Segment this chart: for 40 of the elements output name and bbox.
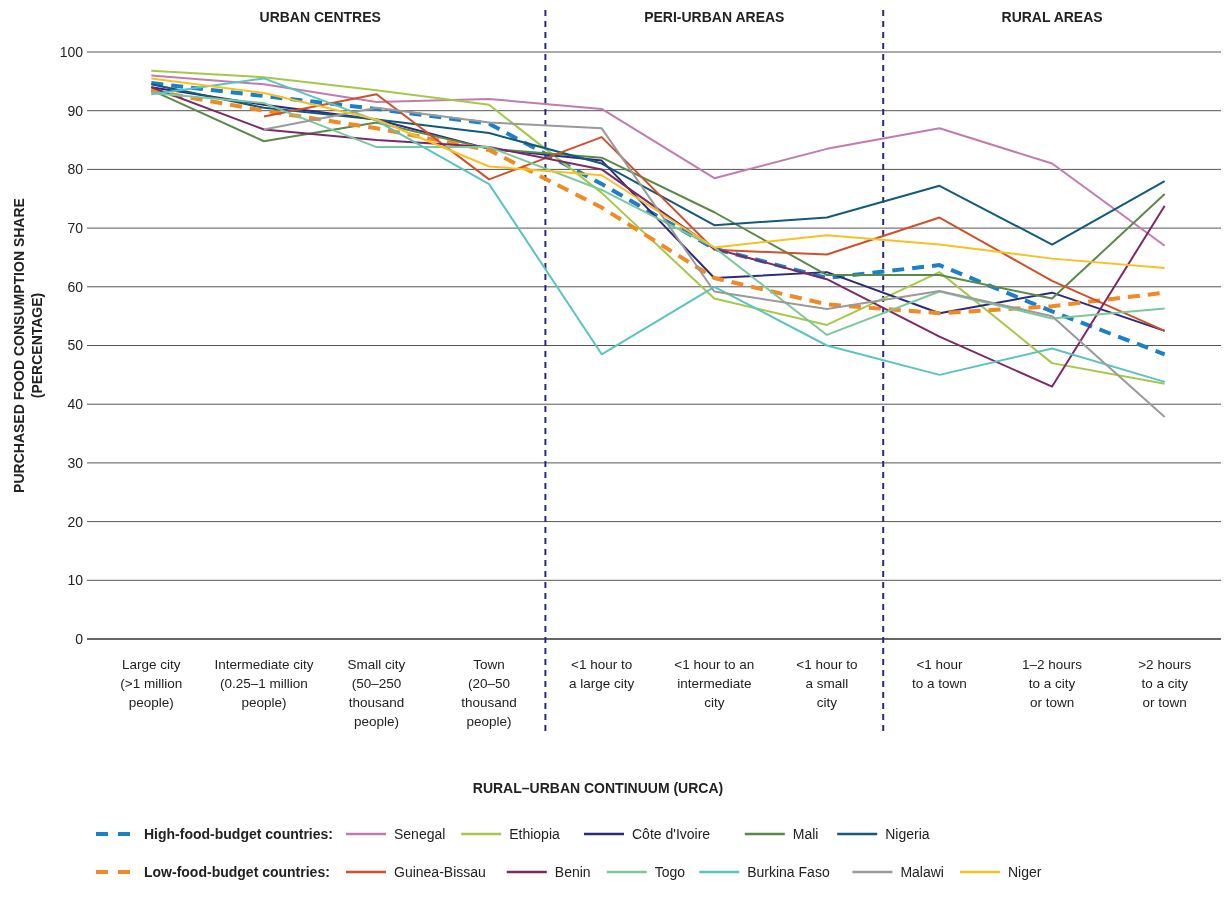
legend-label: Burkina Faso: [747, 863, 830, 880]
y-axis-title: PURCHASED FOOD CONSUMPTION SHARE (PERCENTAGE): [11, 198, 45, 493]
legend-label: Malawi: [900, 863, 944, 880]
y-tick-label: 70: [67, 220, 84, 236]
y-tick-label: 100: [59, 43, 84, 60]
legend-label: Côte d'Ivoire: [632, 825, 711, 842]
legend-label: Guinea-Bissau: [394, 863, 486, 880]
legend-label: Togo: [654, 863, 686, 880]
y-tick-label: 40: [67, 396, 84, 413]
x-tick-label: <1 hour to a small city: [796, 657, 858, 710]
y-tick-label: 80: [67, 161, 84, 178]
x-tick-label: Intermediate city (0.25–1 million people): [214, 657, 314, 710]
y-tick-label: 50: [67, 337, 84, 354]
text: URBAN CENTRES: [259, 9, 381, 25]
legend-label: Niger: [1008, 863, 1042, 880]
line-series: [262, 106, 1166, 419]
x-tick-label: Large city (>1 million people): [120, 657, 183, 710]
legend-label: Ethiopia: [509, 825, 561, 842]
y-tick-label: 90: [67, 102, 84, 119]
legend-label: Mali: [792, 825, 819, 842]
x-tick-label: Small city (50–250 thousand people): [347, 657, 406, 729]
y-tick-label: 20: [67, 513, 84, 530]
x-tick-label: >2 hours to a city or town: [1138, 657, 1192, 710]
legend-label: High-food-budget countries:: [144, 825, 333, 842]
legend-label: Low-food-budget countries:: [144, 863, 330, 880]
y-tick-label: 60: [67, 278, 84, 295]
x-tick-label: <1 hour to an intermediate city: [674, 657, 755, 710]
legend-label: Senegal: [394, 825, 446, 842]
text: PERI-URBAN AREAS: [644, 9, 785, 25]
x-axis-title: RURAL–URBAN CONTINUUM (URCA): [472, 780, 724, 796]
x-tick-label: Town (20–50 thousand people): [461, 657, 517, 729]
x-tick-label: <1 hour to a town: [912, 657, 967, 691]
y-tick-label: 30: [67, 454, 84, 471]
y-tick-label: 0: [75, 630, 84, 647]
y-tick-label: 10: [67, 572, 84, 589]
x-tick-label: 1–2 hours to a city or town: [1022, 657, 1083, 710]
legend-label: Benin: [554, 863, 591, 880]
text: RURAL AREAS: [1001, 9, 1103, 25]
x-tick-label: <1 hour to a large city: [569, 657, 635, 691]
legend-label: Nigeria: [885, 825, 930, 842]
